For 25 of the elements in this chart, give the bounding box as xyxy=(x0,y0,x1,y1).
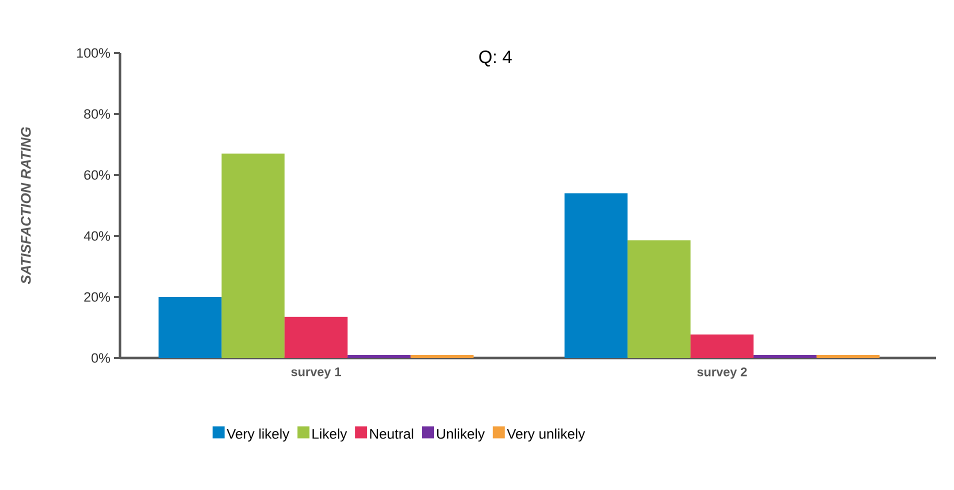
bar xyxy=(816,354,880,358)
legend-label: Very likely xyxy=(226,428,290,442)
legend-label: Very unlikely xyxy=(506,428,586,442)
bar xyxy=(690,334,754,358)
bar xyxy=(410,354,474,358)
x-tick-label: survey 1 xyxy=(291,368,341,379)
bar xyxy=(348,354,411,358)
legend-label: Unlikely xyxy=(437,428,485,442)
bar xyxy=(628,240,691,358)
bar xyxy=(564,193,628,358)
y-tick-label: 60% xyxy=(84,170,110,180)
bar xyxy=(284,316,348,358)
y-tick-label: 20% xyxy=(84,292,110,302)
y-tick-label: 100% xyxy=(77,48,110,58)
y-axis-title: SATISFACTION RATING xyxy=(20,127,31,284)
x-tick-label: survey 2 xyxy=(697,368,747,379)
y-tick-label: 0% xyxy=(92,353,110,363)
chart-title: Q: 4 xyxy=(479,50,512,66)
bar xyxy=(754,354,817,358)
y-tick-label: 40% xyxy=(84,231,110,241)
legend-label: Neutral xyxy=(370,428,414,439)
bar xyxy=(158,297,222,358)
bar xyxy=(222,154,285,358)
y-tick-label: 80% xyxy=(84,109,110,119)
legend-label: Likely xyxy=(312,428,348,442)
